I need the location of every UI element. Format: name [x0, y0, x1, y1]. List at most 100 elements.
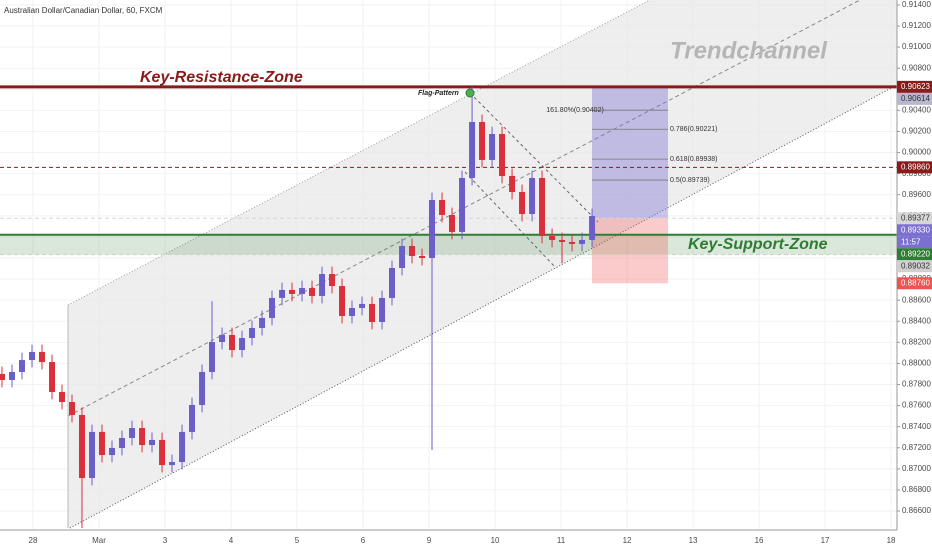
countdown-bg	[897, 236, 932, 249]
trend-channel	[68, 0, 897, 528]
candle-body	[118, 437, 125, 448]
x-tick-label: 6	[361, 536, 366, 545]
candle-body	[419, 255, 426, 258]
x-tick-label: 10	[491, 536, 500, 545]
axes: 0.86600 0.86800 0.87000 0.87200 0.87400 0.876…	[29, 0, 932, 545]
x-tick-label: 12	[623, 536, 632, 545]
candle-body	[349, 307, 356, 316]
x-tick-label: 4	[229, 536, 234, 545]
candle-body	[529, 177, 536, 215]
x-tick-label: 11	[557, 536, 566, 545]
y-tick-label: 0.88600	[902, 295, 931, 304]
candle-body	[9, 371, 16, 380]
candle-body	[229, 334, 236, 351]
price-label-bg	[897, 92, 932, 105]
candle-body	[279, 289, 286, 298]
candle-body	[339, 286, 346, 316]
candle-body	[29, 352, 36, 361]
candle-body	[299, 288, 306, 294]
y-tick-label: 0.90400	[902, 105, 931, 114]
candle-body	[539, 177, 546, 236]
candle-body	[439, 200, 446, 215]
candle-body	[49, 362, 56, 392]
fib-label: 0.618(0.89938)	[670, 156, 717, 163]
y-tick-label: 0.90800	[902, 63, 931, 72]
candle-body	[309, 288, 316, 296]
x-tick-label: 3	[163, 536, 168, 545]
candle-body	[219, 334, 226, 343]
y-tick-label: 0.86800	[902, 485, 931, 494]
candle-body	[329, 274, 336, 287]
price-label-bg	[897, 80, 932, 93]
fib-label: 0.5(0.89739)	[670, 177, 710, 184]
candle-body	[18, 360, 25, 372]
candle-body	[239, 338, 246, 351]
y-tick-label: 0.88200	[902, 337, 931, 346]
candle-body	[589, 216, 596, 240]
y-tick-label: 0.91200	[902, 21, 931, 30]
candle-body	[448, 214, 455, 232]
candle-body	[0, 373, 5, 380]
candle-body	[509, 175, 516, 192]
candle-body	[109, 447, 116, 456]
price-label: 0.89377	[901, 213, 930, 222]
y-tick-label: 0.91000	[902, 42, 931, 51]
y-tick-label: 0.91400	[902, 0, 931, 9]
candle-body	[559, 239, 566, 242]
flag-label: Flag-Pattern	[418, 90, 459, 97]
price-label-bg	[897, 224, 932, 237]
candle-body	[459, 177, 466, 232]
candle-body	[399, 245, 406, 269]
candle-body	[569, 241, 576, 244]
y-tick-label: 0.87400	[902, 422, 931, 431]
candle-body	[379, 297, 386, 322]
channel-mid	[67, 0, 861, 417]
candle-body	[78, 414, 85, 479]
price-label-bg	[897, 248, 932, 261]
x-tick-label: 28	[29, 536, 38, 545]
candle-body	[149, 439, 156, 446]
x-tick-label: 16	[755, 536, 764, 545]
x-tick-label: 18	[887, 536, 896, 545]
target-box	[592, 86, 668, 219]
flag-line	[464, 171, 557, 269]
candle-body	[169, 461, 176, 466]
price-label: 0.89860	[901, 162, 930, 171]
candle-body	[269, 297, 276, 318]
y-tick-label: 0.86600	[902, 506, 931, 515]
stop-box	[592, 218, 668, 284]
y-tick-label: 0.88400	[902, 316, 931, 325]
candle-body	[249, 327, 256, 339]
flag-marker	[465, 88, 475, 98]
channel-lower	[69, 84, 898, 529]
candle-body	[479, 121, 486, 160]
y-tick-label: 0.87600	[902, 401, 931, 410]
symbol-header: Australian Dollar/Canadian Dollar, 60, F…	[4, 6, 163, 15]
candle-body	[469, 121, 476, 178]
support-zone	[0, 234, 897, 255]
price-label-bg	[897, 212, 932, 225]
x-tick-label: 17	[821, 536, 830, 545]
candle-body	[319, 274, 326, 296]
price-label: 0.89220	[901, 249, 930, 258]
candle-body	[58, 391, 65, 403]
y-tick-label: 0.90000	[902, 148, 931, 157]
resistance-label: Key-Resistance-Zone	[140, 69, 303, 86]
candle-body	[408, 245, 415, 256]
candle-body	[89, 431, 96, 479]
price-label: 0.90614	[901, 94, 930, 103]
candle-body	[129, 428, 136, 438]
candle-body	[428, 200, 435, 258]
channel-label: Trendchannel	[670, 37, 828, 64]
price-label: 0.89330	[901, 225, 930, 234]
candle-body	[98, 431, 105, 456]
candle-body	[199, 371, 206, 405]
candle-body	[519, 191, 526, 215]
candle-body	[139, 428, 146, 446]
candle-body	[359, 303, 366, 308]
candle-body	[579, 239, 586, 244]
y-tick-label: 0.87200	[902, 443, 931, 452]
flag-line	[469, 92, 599, 223]
price-label-bg	[897, 277, 932, 290]
